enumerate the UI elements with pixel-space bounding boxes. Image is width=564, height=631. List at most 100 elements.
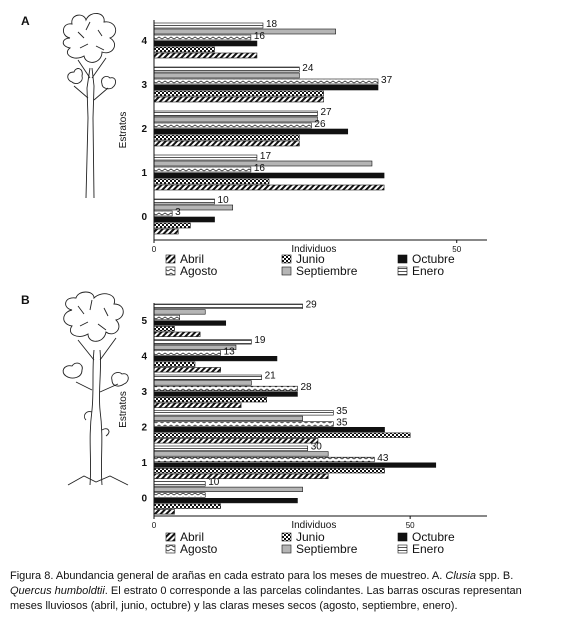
data-label: 18 [266,19,278,30]
bar-octubre-estrato-3 [153,391,298,397]
data-label: 3 [175,207,181,218]
bar-abril-estrato-5 [153,331,201,337]
y-axis-label: Estratos [118,391,129,428]
data-label: 21 [265,371,277,382]
legend-swatch-enero [397,544,408,554]
y-axis-label: Estratos [118,112,129,149]
bar-octubre-estrato-2 [153,426,385,433]
bar-octubre-estrato-5 [153,320,227,326]
data-label: 43 [377,453,389,464]
legend-label-abril: Abril [180,252,204,266]
legend-swatch-septiembre [281,544,292,554]
legend-swatch-enero [397,266,408,276]
bar-septiembre-estrato-5 [153,309,206,315]
bar-abril-estrato-0 [153,509,175,515]
legend-label-agosto: Agosto [180,264,218,278]
bar-enero-estrato-1 [153,445,308,451]
category-label: 3 [141,387,147,398]
legend-label-abril: Abril [180,530,204,544]
x-tick-label: 0 [152,521,157,530]
data-label: 26 [314,119,326,130]
data-label: 24 [302,63,314,74]
legend-label-agosto: Agosto [180,542,218,556]
legend-label-octubre: Octubre [412,530,455,544]
data-label: 27 [320,107,332,118]
category-label: 4 [141,351,147,362]
bar-octubre-estrato-4 [153,355,278,362]
bar-enero-estrato-0 [153,481,206,487]
x-axis-label: Individuos [291,520,336,531]
category-label: 2 [141,422,147,433]
bar-junio-estrato-3 [153,397,268,403]
tree-illustration-a [62,13,117,198]
bar-agosto-estrato-4 [153,350,221,356]
panel-label-a: A [21,14,30,28]
caption-part1: Figura 8. Abundancia general de arañas e… [10,570,446,582]
legend-label-enero: Enero [412,542,444,556]
legend-swatch-junio [281,532,292,542]
legend-label-octubre: Octubre [412,252,455,266]
legend-label-septiembre: Septiembre [296,264,358,278]
bar-abril-estrato-2 [153,438,319,444]
category-label: 3 [141,80,147,91]
caption-part2: spp. B. [475,570,514,582]
category-label: 5 [141,316,147,327]
bar-septiembre-estrato-0 [153,486,303,493]
data-label: 28 [300,382,312,393]
bar-septiembre-estrato-2 [153,415,303,422]
category-label: 1 [141,168,147,179]
x-tick-label: 50 [406,521,415,530]
caption-species-a: Clusia [445,570,476,582]
category-label: 0 [141,212,147,223]
data-label: 19 [254,335,266,346]
category-label: 4 [141,36,147,47]
data-label: 35 [336,406,348,417]
legend-label-enero: Enero [412,264,444,278]
bar-octubre-estrato-0 [153,497,298,504]
legend-label-junio: Junio [296,530,325,544]
legend-label-junio: Junio [296,252,325,266]
category-label: 1 [141,458,147,469]
bar-octubre-estrato-1 [153,462,437,468]
bar-junio-estrato-2 [153,432,411,438]
bar-abril-estrato-3 [153,402,242,408]
category-label: 2 [141,124,147,135]
legend-swatch-septiembre [281,266,292,276]
data-label: 35 [336,417,348,428]
bar-junio-estrato-5 [153,326,175,332]
legend-swatch-abril [165,532,176,542]
tree-illustration-b [62,291,129,486]
bar-junio-estrato-1 [153,468,385,474]
caption-species-b: Quercus humboldtii [10,585,105,597]
bar-junio-estrato-4 [153,361,196,367]
legend-swatch-abril [165,254,176,264]
bar-abril-estrato-1 [153,473,329,479]
bar-agosto-estrato-5 [153,314,180,321]
bar-agosto-estrato-2 [153,421,334,427]
data-label: 37 [381,75,393,86]
legend-swatch-agosto [165,266,176,276]
figure-caption: Figura 8. Abundancia general de arañas e… [10,569,550,614]
bar-agosto-estrato-1 [153,456,375,463]
caption-part3: . El estrato 0 corresponde a las parcela… [10,585,522,612]
legend-swatch-agosto [165,544,176,554]
bar-septiembre-estrato-1 [153,451,329,457]
x-tick-label: 0 [152,245,157,254]
data-label: 10 [218,195,230,206]
data-label: 16 [254,163,266,174]
bar-abril-estrato-4 [153,367,221,373]
data-label: 10 [208,477,220,488]
data-label: 16 [254,31,266,42]
category-label: 0 [141,493,147,504]
bar-enero-estrato-5 [153,303,303,309]
data-label: 30 [311,442,323,453]
bar-septiembre-estrato-3 [153,380,252,386]
data-label: 13 [224,346,236,357]
legend-swatch-octubre [397,532,408,542]
legend-swatch-junio [281,254,292,264]
panel-label-b: B [21,293,30,307]
x-tick-label: 50 [452,245,461,254]
bar-enero-estrato-4 [153,339,252,345]
